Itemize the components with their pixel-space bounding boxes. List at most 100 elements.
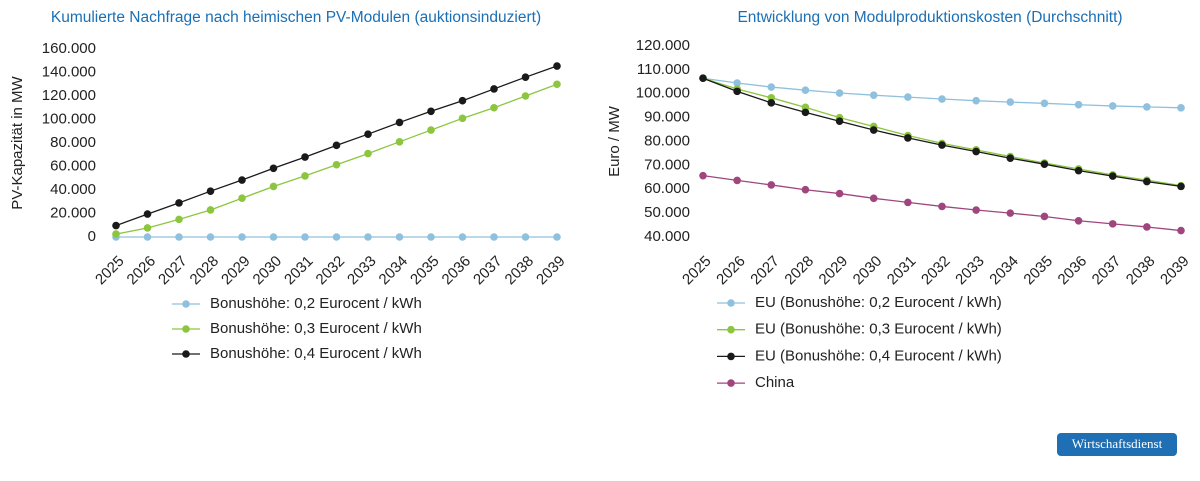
y-tick-label: 120.000	[636, 37, 690, 54]
point	[112, 221, 120, 230]
point	[458, 114, 467, 123]
legend-marker	[182, 325, 190, 333]
y-tick-label: 100.000	[42, 110, 96, 127]
y-axis-title: PV-Kapazität in MW	[9, 75, 26, 209]
y-tick-label: 40.000	[644, 228, 690, 245]
x-tick-label: 2038	[502, 253, 538, 289]
legend-marker	[182, 300, 190, 308]
point	[364, 149, 372, 158]
point	[972, 96, 980, 105]
point	[521, 233, 530, 241]
point	[801, 185, 810, 194]
point	[938, 95, 946, 103]
x-tick-label: 2037	[470, 253, 506, 289]
point	[972, 206, 980, 214]
point	[904, 198, 912, 207]
y-tick-label: 90.000	[644, 109, 690, 126]
point	[490, 85, 498, 93]
y-tick-label: 20.000	[50, 204, 96, 221]
point	[1006, 98, 1015, 106]
legend-label: EU (Bonushöhe: 0,2 Eurocent / kWh)	[755, 294, 1002, 311]
point	[972, 147, 980, 156]
series-line	[702, 77, 1182, 188]
x-tick-label: 2039	[1157, 253, 1193, 289]
point	[301, 233, 309, 241]
x-tick-label: 2032	[313, 253, 349, 289]
point	[1006, 154, 1015, 163]
y-tick-label: 80.000	[50, 134, 96, 151]
point	[1143, 223, 1151, 231]
x-tick-label: 2034	[986, 253, 1022, 289]
point	[1177, 226, 1185, 235]
y-tick-label: 160.000	[42, 40, 96, 57]
point	[801, 86, 810, 94]
chart-title: Entwicklung von Modulproduktionskosten (…	[737, 9, 1122, 26]
point	[427, 126, 435, 134]
x-tick-label: 2025	[92, 253, 128, 289]
y-tick-label: 110.000	[637, 61, 690, 78]
point	[206, 233, 215, 241]
point	[767, 83, 776, 91]
point	[521, 73, 530, 81]
point	[1143, 177, 1151, 186]
point	[869, 91, 878, 99]
point	[1108, 172, 1117, 180]
point	[1074, 166, 1083, 175]
y-tick-label: 120.000	[42, 87, 96, 104]
point	[269, 233, 278, 241]
x-tick-label: 2030	[850, 253, 886, 289]
point	[1040, 212, 1049, 221]
legend-label: Bonushöhe: 0,2 Eurocent / kWh	[210, 295, 422, 312]
point	[553, 62, 561, 70]
x-tick-label: 2033	[344, 253, 380, 289]
x-tick-label: 2030	[250, 253, 286, 289]
point	[1040, 160, 1049, 168]
point	[904, 93, 912, 101]
x-tick-label: 2036	[439, 253, 475, 289]
point	[869, 126, 878, 134]
legend-marker	[727, 379, 735, 387]
y-tick-label: 70.000	[644, 156, 690, 173]
point	[1074, 100, 1083, 109]
point	[767, 99, 776, 107]
point	[458, 96, 467, 105]
point	[553, 233, 561, 241]
x-tick-label: 2029	[816, 253, 852, 289]
point	[206, 187, 215, 195]
x-tick-label: 2031	[281, 253, 317, 289]
point	[1108, 102, 1117, 110]
y-tick-label: 60.000	[50, 157, 96, 174]
x-tick-label: 2035	[407, 253, 443, 289]
legend-marker	[727, 299, 735, 307]
point	[427, 107, 435, 116]
x-tick-label: 2028	[187, 253, 223, 289]
point	[1040, 99, 1049, 108]
point	[869, 194, 878, 203]
legend-marker	[727, 325, 735, 334]
legend-label: EU (Bonushöhe: 0,4 Eurocent / kWh)	[755, 347, 1002, 364]
point	[767, 181, 776, 189]
x-tick-label: 2026	[713, 253, 749, 289]
x-tick-label: 2033	[952, 253, 988, 289]
x-tick-label: 2038	[1123, 253, 1159, 289]
legend-label: China	[755, 374, 795, 391]
point	[332, 160, 341, 169]
x-tick-label: 2027	[747, 253, 783, 289]
point	[490, 233, 498, 241]
point	[395, 233, 404, 241]
y-axis-title: Euro / MW	[606, 105, 623, 177]
x-tick-label: 2029	[218, 253, 254, 289]
x-tick-label: 2025	[679, 253, 715, 289]
point	[733, 176, 741, 185]
point	[458, 233, 467, 241]
x-tick-label: 2034	[376, 253, 412, 289]
point	[395, 138, 404, 146]
point	[364, 233, 372, 241]
point	[835, 89, 844, 97]
point	[1074, 216, 1083, 225]
point	[269, 164, 278, 173]
x-tick-label: 2026	[124, 253, 160, 289]
point	[733, 79, 741, 87]
point	[175, 233, 183, 241]
